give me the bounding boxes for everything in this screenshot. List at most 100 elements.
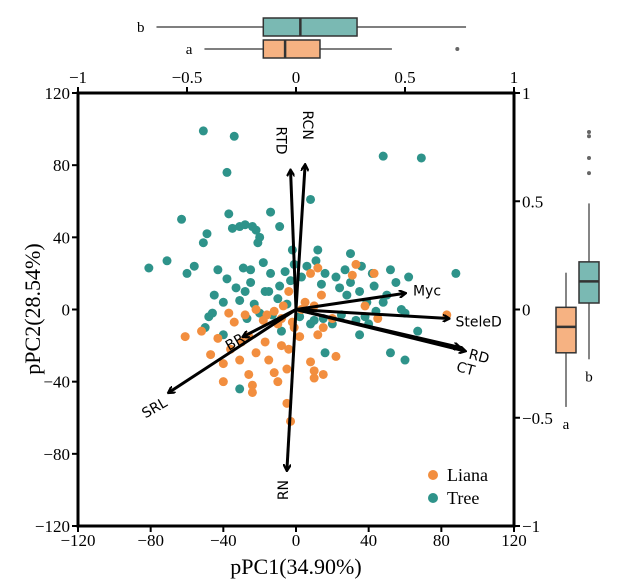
point-tree — [229, 131, 239, 141]
point-tree — [251, 225, 261, 235]
point-tree — [258, 258, 268, 268]
point-liana — [247, 380, 257, 390]
loading-label-rcn: RCN — [299, 111, 315, 140]
y-tick-label: 0 — [62, 301, 71, 320]
point-tree — [198, 126, 208, 136]
point-tree — [227, 223, 237, 233]
point-tree — [346, 249, 355, 259]
point-tree — [266, 207, 276, 217]
point-tree — [335, 283, 345, 293]
y-tick-label: 80 — [53, 156, 70, 175]
point-liana — [284, 286, 294, 296]
point-liana — [313, 263, 323, 273]
point-tree — [400, 355, 410, 365]
y-tick-label: −80 — [43, 445, 70, 464]
top-tick-label: 0 — [292, 68, 301, 87]
point-tree — [189, 261, 199, 271]
y-tick-label: 40 — [53, 228, 70, 247]
point-tree — [346, 277, 355, 287]
right-tick-label: 1 — [522, 84, 531, 103]
point-tree — [253, 238, 263, 248]
point-tree — [198, 238, 208, 248]
loading-arrow-rtd — [291, 171, 298, 310]
point-liana — [218, 359, 228, 369]
point-tree — [240, 220, 250, 230]
point-liana — [313, 330, 323, 340]
point-tree — [320, 268, 330, 278]
point-tree — [302, 261, 312, 271]
point-tree — [451, 268, 461, 278]
point-tree — [264, 286, 274, 296]
point-tree — [320, 348, 330, 358]
point-liana — [331, 351, 341, 361]
point-liana — [206, 350, 216, 360]
point-tree — [182, 268, 192, 278]
point-tree — [404, 272, 414, 282]
point-tree — [240, 286, 250, 296]
point-tree — [342, 290, 352, 300]
point-liana — [351, 259, 361, 269]
y-tick-label: 120 — [45, 84, 71, 103]
right-box-outlier — [587, 134, 591, 139]
point-tree — [295, 312, 305, 322]
point-liana — [260, 337, 270, 347]
right-box-outlier — [587, 129, 591, 134]
point-tree — [306, 194, 316, 204]
right-tick-label: 0.5 — [522, 192, 543, 211]
point-liana — [306, 268, 316, 278]
right-box-letter: b — [585, 369, 593, 385]
loading-arrow-rn — [287, 309, 298, 471]
loading-arrow-steled — [295, 308, 449, 319]
top-tick-label: 0.5 — [394, 68, 415, 87]
x-tick-label: −120 — [60, 531, 95, 550]
right-tick-label: 0 — [522, 301, 531, 320]
point-liana — [360, 301, 370, 311]
top-box-liana — [262, 39, 321, 59]
point-tree — [273, 294, 283, 304]
point-liana — [197, 326, 207, 336]
right-box-letter: a — [563, 417, 570, 433]
point-tree — [213, 265, 223, 275]
scatter-points — [144, 126, 461, 426]
loading-arrow-srl — [169, 308, 297, 393]
loading-label-rd: RD — [467, 347, 491, 368]
point-tree — [238, 263, 248, 273]
top-tick-label: −0.5 — [172, 68, 203, 87]
point-tree — [355, 286, 365, 296]
point-tree — [222, 274, 232, 284]
top-box-outlier — [455, 47, 460, 51]
x-tick-label: 120 — [501, 531, 527, 550]
point-liana — [318, 323, 328, 333]
point-tree — [396, 305, 406, 314]
point-liana — [235, 355, 245, 365]
legend: Liana Tree — [428, 465, 488, 508]
top-box-letter: b — [137, 20, 145, 36]
point-liana — [258, 315, 268, 325]
point-tree — [340, 265, 350, 275]
point-liana — [369, 268, 379, 278]
point-liana — [306, 357, 316, 367]
point-liana — [251, 305, 261, 314]
point-tree — [416, 153, 426, 163]
point-tree — [235, 295, 245, 305]
point-tree — [369, 281, 379, 291]
point-tree — [162, 256, 172, 266]
right-tick-label: −0.5 — [522, 409, 553, 428]
point-liana — [295, 332, 305, 342]
right-tick-label: −1 — [522, 517, 540, 536]
loading-arrow-myc — [295, 293, 405, 311]
point-liana — [273, 377, 283, 387]
y-tick-label: −120 — [35, 517, 70, 536]
point-tree — [385, 348, 395, 358]
point-tree — [235, 384, 245, 394]
x-tick-label: −80 — [137, 531, 164, 550]
point-tree — [231, 283, 241, 293]
point-liana — [229, 317, 239, 327]
loading-label-srl: SRL — [139, 395, 170, 422]
point-tree — [275, 281, 285, 291]
point-liana — [278, 301, 288, 311]
point-liana — [347, 270, 357, 280]
legend-label-liana: Liana — [447, 465, 488, 485]
top-boxplot: ba — [137, 17, 467, 59]
